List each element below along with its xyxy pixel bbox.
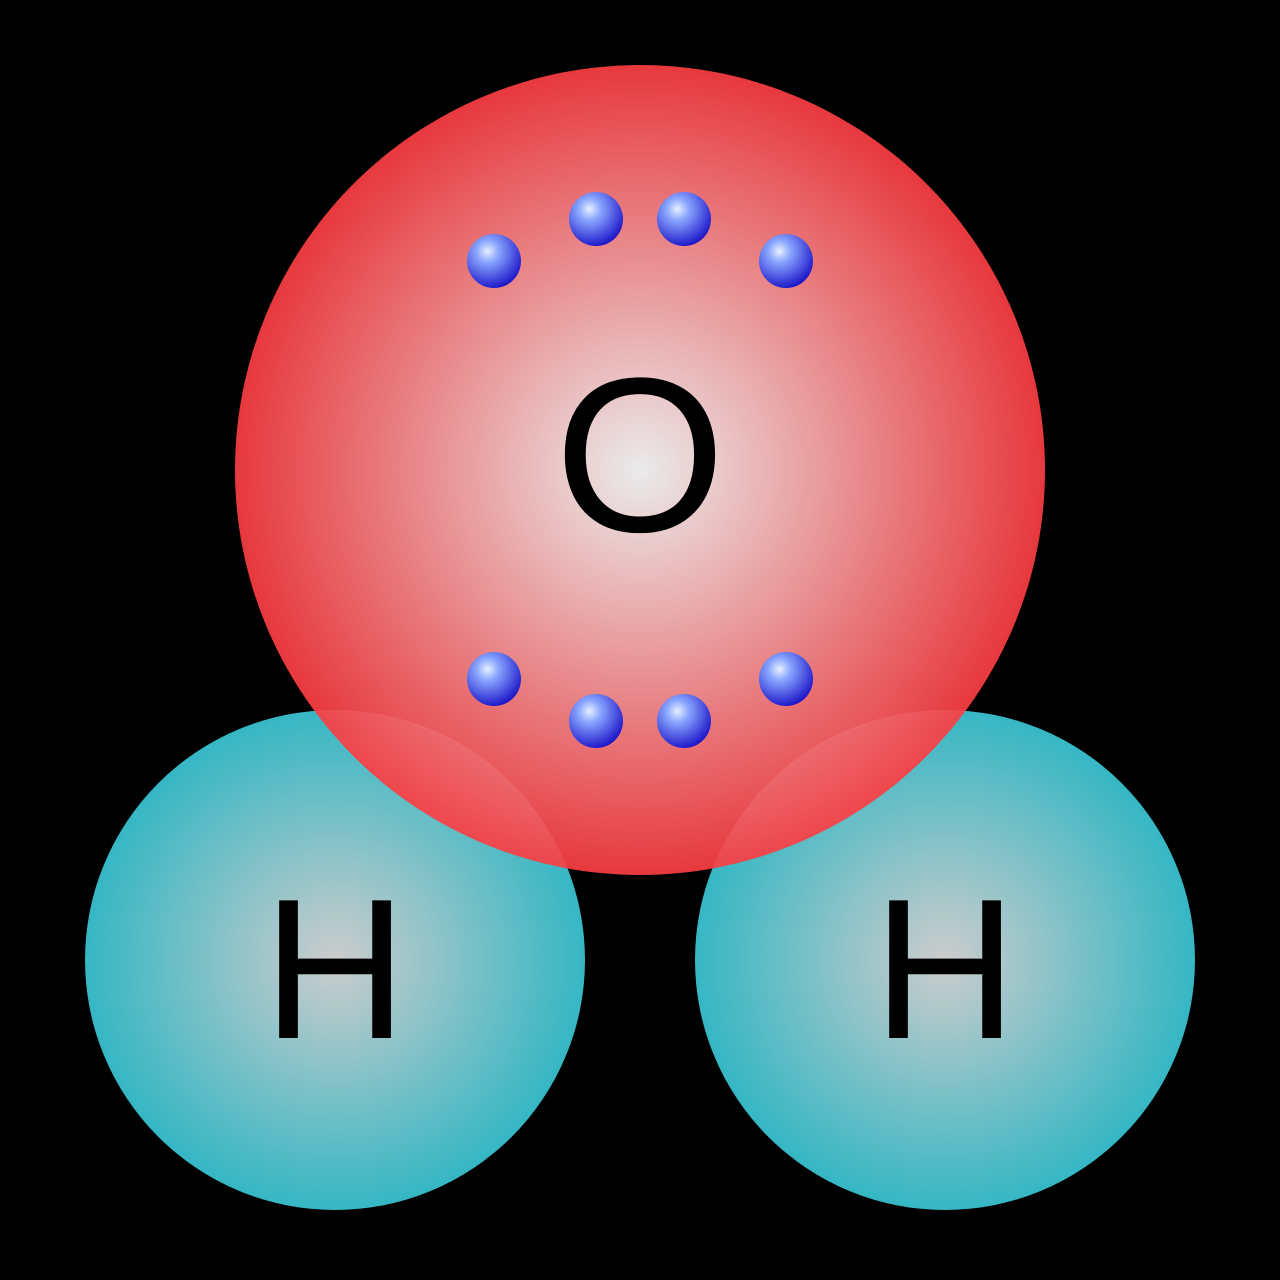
hydrogen-left-label: H	[263, 870, 407, 1070]
electron-2	[657, 192, 711, 246]
hydrogen-right-label: H	[873, 870, 1017, 1070]
molecule-diagram: H H O	[0, 0, 1280, 1280]
electron-8	[759, 652, 813, 706]
electron-4	[467, 234, 521, 288]
electron-1	[759, 234, 813, 288]
oxygen-label: O	[554, 345, 725, 565]
electron-5	[467, 652, 521, 706]
electron-3	[569, 192, 623, 246]
electron-7	[657, 694, 711, 748]
electron-6	[569, 694, 623, 748]
